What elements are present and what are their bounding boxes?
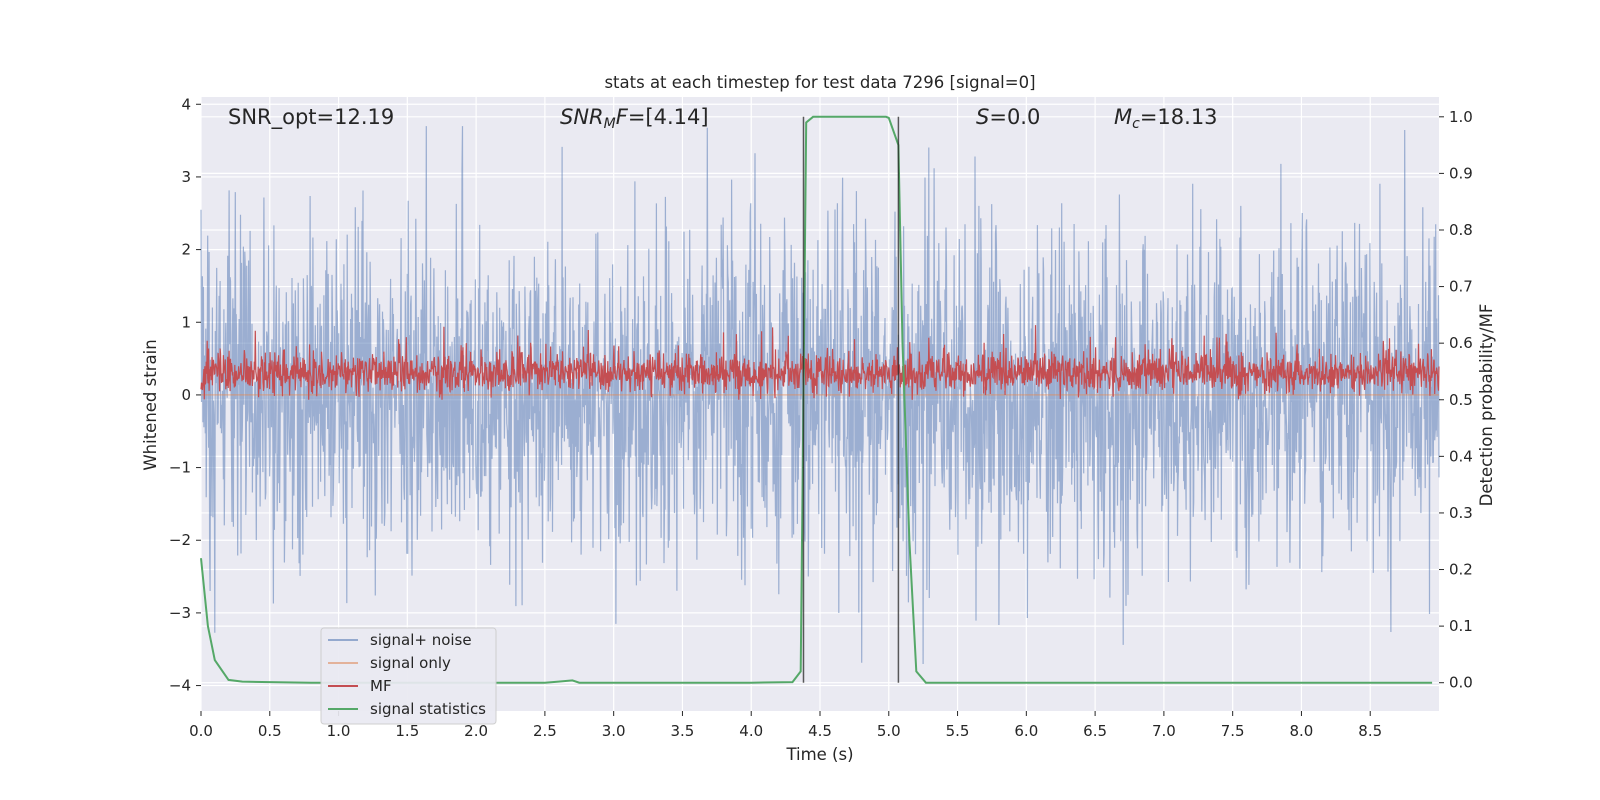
chart-title: stats at each timestep for test data 729…	[604, 73, 1035, 92]
y-tick-label: −4	[169, 677, 191, 695]
y-tick-label: 0	[181, 386, 191, 404]
y2-tick-label: 0.3	[1449, 504, 1473, 522]
x-tick-label: 1.0	[327, 722, 351, 740]
y-tick-label: 2	[181, 241, 191, 259]
y-axis-label: Whitened strain	[141, 339, 160, 470]
y-tick-label: 4	[181, 95, 191, 113]
x-tick-label: 1.5	[395, 722, 419, 740]
y2-axis-label: Detection probability/MF	[1477, 304, 1496, 507]
x-tick-label: 6.5	[1083, 722, 1107, 740]
y2-tick-label: 0.0	[1449, 674, 1473, 692]
y-tick-label: −1	[169, 459, 191, 477]
x-tick-label: 5.5	[946, 722, 970, 740]
y-tick-label: 3	[181, 168, 191, 186]
annotation-snr-mf-sub: M	[604, 116, 616, 132]
x-tick-label: 3.5	[671, 722, 695, 740]
y2-tick-label: 0.8	[1449, 221, 1473, 239]
legend-label-signal-only: signal only	[370, 654, 451, 672]
x-tick-label: 4.0	[739, 722, 763, 740]
annotation-snr-opt: SNR_opt=12.19	[228, 105, 394, 130]
annotation-snr-mf-base: SNR	[560, 105, 604, 129]
annotation-mc-sub: c	[1132, 116, 1140, 132]
y2-tick-label: 0.9	[1449, 164, 1473, 182]
y2-tick-label: 0.7	[1449, 278, 1473, 296]
annotation-snr-mf: SNRMF=[4.14]	[560, 105, 709, 132]
legend: signal+ noise signal only MF signal stat…	[320, 627, 497, 725]
signal-statistics-line	[200, 115, 1433, 684]
legend-label-signal-statistics: signal statistics	[370, 700, 486, 718]
x-tick-label: 4.5	[808, 722, 832, 740]
x-tick-label: 5.0	[877, 722, 901, 740]
y2-tick-label: 0.5	[1449, 391, 1473, 409]
y-tick-label: −2	[169, 531, 191, 549]
legend-label-signal-noise: signal+ noise	[370, 631, 472, 649]
x-tick-label: 8.0	[1290, 722, 1314, 740]
annotation-s-rest: =0.0	[989, 105, 1040, 129]
legend-label-mf: MF	[370, 677, 392, 695]
annotation-mc: Mc=18.13	[1114, 105, 1218, 132]
annotation-mc-rest: =18.13	[1140, 105, 1218, 129]
x-tick-label: 8.5	[1358, 722, 1382, 740]
detection-vlines	[802, 116, 900, 683]
y2-tick-label: 0.6	[1449, 334, 1473, 352]
mf-line	[200, 325, 1440, 400]
x-tick-label: 0.0	[189, 722, 213, 740]
y2-tick-label: 0.4	[1449, 447, 1473, 465]
y2-tick-label: 1.0	[1449, 108, 1473, 126]
y2-tick-label: 0.1	[1449, 617, 1473, 635]
y2-axis-ticks: 1.0 0.9 0.8 0.7 0.6 0.5 0.4 0.3 0.2 0.1 0.0	[1439, 108, 1473, 692]
y-tick-label: −3	[169, 604, 191, 622]
annotation-snr-mf-rest-italic: F	[616, 105, 629, 129]
annotation-mc-var: M	[1114, 105, 1132, 129]
annotation-s-var: S	[976, 105, 989, 129]
annotation-s: S=0.0	[976, 105, 1040, 129]
annotation-snr-mf-rest: =[4.14]	[628, 105, 709, 129]
x-tick-label: 0.5	[258, 722, 282, 740]
x-tick-label: 7.5	[1221, 722, 1245, 740]
signal-noise-line	[200, 126, 1440, 665]
y-tick-label: 1	[181, 313, 191, 331]
x-axis-label: Time (s)	[785, 745, 853, 764]
x-tick-label: 2.0	[464, 722, 488, 740]
y-axis-ticks: 4 3 2 1 0 −1 −2 −3 −4	[169, 95, 201, 695]
x-tick-label: 6.0	[1014, 722, 1038, 740]
legend-box	[320, 627, 497, 725]
series-signal-noise	[200, 126, 1440, 665]
y2-tick-label: 0.2	[1449, 561, 1473, 579]
series-signal-statistics	[200, 115, 1433, 684]
x-tick-label: 7.0	[1152, 722, 1176, 740]
x-tick-label: 2.5	[533, 722, 557, 740]
x-tick-label: 3.0	[602, 722, 626, 740]
x-axis-ticks: 0.0 0.5 1.0 1.5 2.0 2.5 3.0 3.5 4.0 4.5 5.0 5.5 6.0 6…	[189, 711, 1382, 740]
series-mf	[200, 325, 1440, 400]
